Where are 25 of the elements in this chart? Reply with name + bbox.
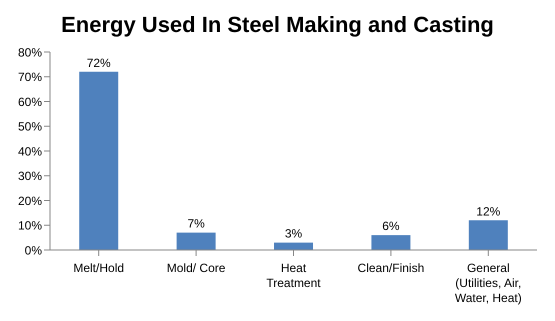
x-tick-label: Heat Treatment [266,261,322,290]
bar [79,72,118,250]
y-tick-label: 50% [18,120,42,134]
data-label: 3% [284,226,303,241]
bar [274,242,314,250]
y-tick-label: 80% [18,45,42,60]
y-tick-label: 40% [18,144,42,158]
x-tick-label: Melt/Hold [73,261,124,275]
y-tick-label: 70% [18,70,42,84]
bar [176,232,216,250]
y-tick-label: 60% [18,94,42,109]
bar [468,220,508,250]
data-label: 6% [382,219,400,234]
y-tick-label: 30% [18,169,42,184]
x-tick-label: General (Utilities, Air, Water, Heat) [454,261,522,305]
data-label: 7% [187,216,206,231]
x-tick-label: Clean/Finish [358,261,424,275]
data-label: 72% [86,56,112,70]
data-label: 12% [476,204,501,218]
y-tick-label: 20% [18,194,42,208]
y-tick-label: 0% [24,243,42,258]
bar [371,235,410,250]
x-tick-label: Mold/ Core [166,261,226,275]
y-tick-label: 10% [18,218,42,233]
chart-title: Energy Used In Steel Making and Casting [60,11,495,39]
